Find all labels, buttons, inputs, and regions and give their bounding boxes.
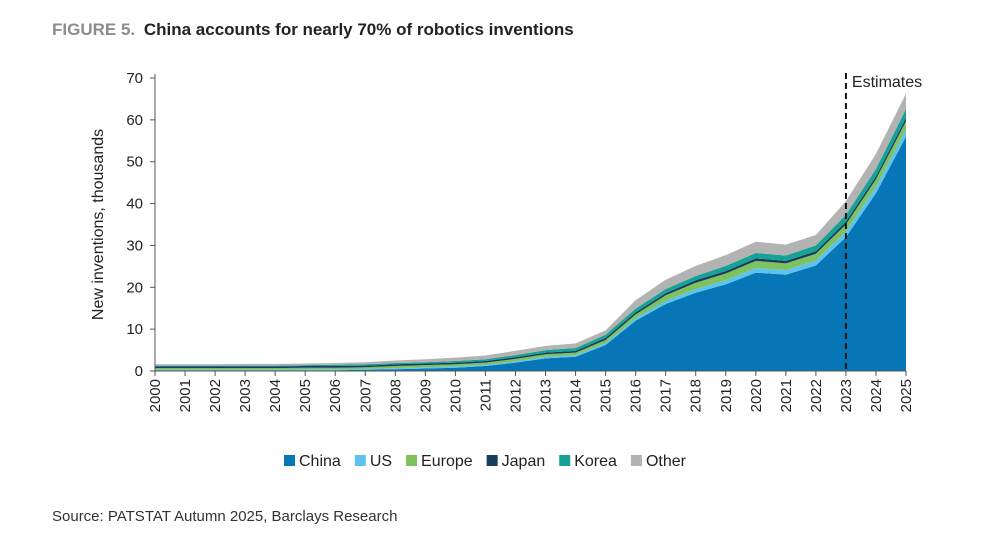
x-tick-label: 2015: [598, 379, 615, 412]
x-tick-label: 2002: [207, 379, 224, 412]
legend-swatch: [559, 455, 571, 466]
title-text: China accounts for nearly 70% of robotic…: [143, 20, 574, 39]
legend-swatch: [630, 455, 642, 466]
y-tick-label: 20: [126, 279, 143, 296]
axes: 0 10 20 30 40 50 60 70 2000 2001 2002 2003 2004 2005 2…: [90, 70, 915, 412]
legend-item-us: US: [354, 453, 392, 470]
legend-label: Europe: [421, 453, 473, 470]
figure-label: FIGURE 5.: [52, 20, 136, 39]
legend-swatch: [406, 455, 418, 466]
source-note: Source: PATSTAT Autumn 2025, Barclays Re…: [52, 508, 398, 525]
legend-label: China: [299, 453, 341, 470]
x-tick-label: 2023: [838, 379, 855, 412]
x-tick-label: 2019: [718, 379, 735, 412]
legend-swatch: [486, 455, 498, 466]
x-tick-label: 2008: [387, 379, 404, 412]
x-tick-label: 2025: [898, 379, 915, 412]
y-tick-label: 40: [126, 196, 143, 213]
x-tick-label: 2007: [357, 379, 374, 412]
y-axis-title: New inventions, thousands: [90, 129, 107, 320]
legend-item-korea: Korea: [559, 453, 617, 470]
x-tick-label: 2016: [628, 379, 645, 412]
legend: China US Europe Japan Korea Other: [284, 453, 687, 470]
estimates-label: Estimates: [852, 74, 922, 91]
x-tick-label: 2005: [297, 379, 314, 412]
legend-label: Korea: [574, 453, 617, 470]
x-tick-label: 2003: [237, 379, 254, 412]
y-tick-label: 0: [135, 363, 143, 380]
x-tick-label: 2024: [868, 379, 885, 412]
legend-label: US: [370, 453, 392, 470]
x-tick-label: 2014: [568, 379, 585, 412]
estimates-annotation: Estimates: [844, 73, 922, 371]
x-tick-label: 2009: [417, 379, 434, 412]
legend-item-europe: Europe: [406, 453, 473, 470]
x-tick-label: 2006: [327, 379, 344, 412]
series-areas: [155, 93, 906, 371]
x-tick-label: 2022: [808, 379, 825, 412]
x-tick-label: 2001: [177, 379, 194, 412]
legend-label: Other: [646, 453, 687, 470]
x-tick-label: 2012: [507, 379, 524, 412]
x-tick-label: 2010: [447, 379, 464, 412]
legend-item-other: Other: [630, 453, 687, 470]
legend-swatch: [354, 455, 366, 466]
x-tick-label: 2013: [538, 379, 555, 412]
x-tick-label: 2017: [658, 379, 675, 412]
x-tick-label: 2018: [688, 379, 705, 412]
y-tick-label: 10: [126, 321, 143, 338]
x-tick-label: 2020: [748, 379, 765, 412]
legend-item-japan: Japan: [486, 453, 546, 470]
x-tick-label: 2011: [477, 379, 494, 411]
x-tick-label: 2000: [147, 379, 164, 412]
x-tick-label: 2021: [778, 379, 795, 412]
legend-swatch: [284, 455, 295, 466]
legend-item-china: China: [284, 453, 341, 470]
area-china: [155, 136, 906, 371]
legend-label: Japan: [502, 453, 546, 470]
chart-title: FIGURE 5. China accounts for nearly 70% …: [52, 20, 574, 40]
y-tick-label: 30: [126, 237, 143, 254]
y-tick-label: 50: [126, 154, 143, 171]
x-tick-label: 2004: [267, 379, 284, 412]
y-tick-label: 70: [126, 70, 143, 87]
y-tick-label: 60: [126, 112, 143, 129]
